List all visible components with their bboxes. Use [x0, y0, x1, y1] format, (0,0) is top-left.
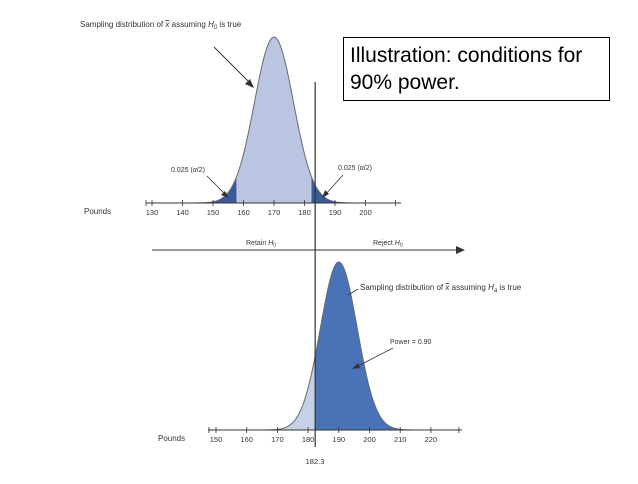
null-distribution [195, 36, 353, 204]
null-title-arrowhead [245, 79, 254, 88]
top-tick-label: 140 [176, 208, 189, 217]
bottom-axis-ticks: 150 160 170 180 190 200 210 220 [208, 427, 460, 444]
left-tail-label: 0.025 (α/2) [171, 167, 205, 174]
top-axis-name: Pounds [84, 207, 111, 216]
caption-text: Illustration: conditions for 90% power. [350, 44, 589, 94]
xbar-symbol: x [444, 283, 450, 292]
bottom-axis: 150 160 170 180 190 200 210 220 Pounds [158, 427, 462, 444]
bottom-tick-label: 160 [240, 435, 253, 444]
alt-curve-beta-region [265, 357, 316, 430]
top-tick-label: 180 [298, 208, 311, 217]
alt-title-arrow [347, 288, 359, 296]
top-tick-label: 170 [268, 208, 281, 217]
bottom-tick-label: 170 [271, 435, 284, 444]
top-tick-label: 160 [237, 208, 250, 217]
power-label: Power = 0.90 [390, 339, 432, 346]
top-tick-label: 150 [207, 208, 220, 217]
right-tail-arrow [324, 174, 344, 196]
top-axis: 130 140 150 160 170 180 190 200 Pounds [84, 200, 401, 217]
power-arrowhead [352, 363, 360, 369]
left-tail-arrowhead [221, 191, 229, 198]
bottom-tick-label: 180 [302, 435, 315, 444]
bottom-tick-label: 150 [210, 435, 223, 444]
retain-label: Retain H0 [246, 240, 276, 249]
decision-arrowhead [456, 246, 465, 254]
top-tick-label: 190 [329, 208, 342, 217]
caption-box: Illustration: conditions for 90% power. [343, 37, 610, 101]
alt-distribution [265, 261, 413, 431]
right-tail-arrowhead [322, 190, 329, 198]
bottom-tick-label: 210 [394, 435, 407, 444]
alt-curve-power-region [315, 262, 413, 430]
null-title: Sampling distribution of x assuming H0 i… [80, 20, 242, 31]
bottom-tick-label: 200 [363, 435, 376, 444]
bottom-tick-label: 220 [425, 435, 438, 444]
cutoff-label: 182.3 [306, 457, 325, 466]
alt-curve-outline [265, 261, 413, 431]
power-arrow [355, 347, 394, 368]
left-tail-arrow [206, 175, 227, 196]
bottom-axis-name: Pounds [158, 434, 185, 443]
decision-line: Retain H0 Reject H0 [152, 240, 465, 254]
null-curve-body [195, 37, 353, 203]
top-tick-label: 200 [359, 208, 372, 217]
reject-label: Reject H0 [373, 240, 403, 249]
top-axis-ticks: 130 140 150 160 170 180 190 200 [145, 200, 396, 217]
right-tail-label: 0.025 (α/2) [338, 165, 372, 172]
null-right-tail [311, 176, 353, 203]
null-curve-outline [195, 36, 352, 204]
bottom-tick-label: 190 [333, 435, 346, 444]
xbar-symbol: x [164, 20, 170, 29]
top-tick-label: 130 [146, 208, 159, 217]
alt-title: Sampling distribution of x assuming Ha i… [360, 283, 522, 294]
null-title-arrow [213, 46, 253, 86]
